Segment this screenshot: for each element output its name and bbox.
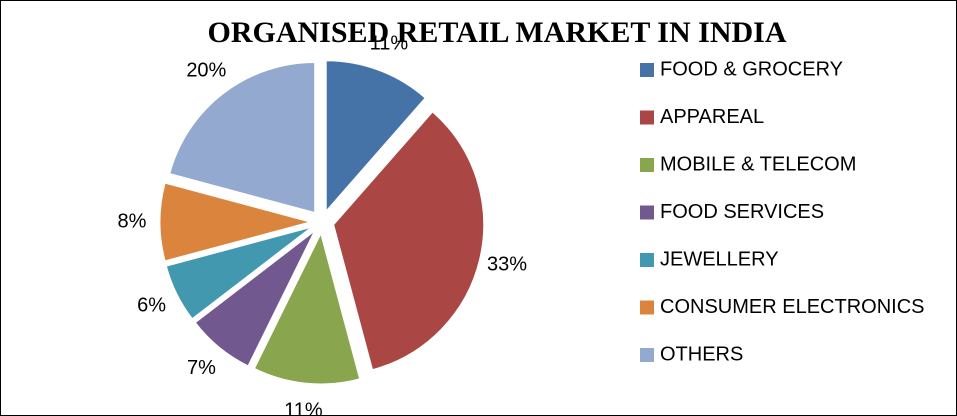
legend-label: JEWELLERY [660,248,779,270]
pie-slice [333,111,485,371]
legend-label: FOOD & GROCERY [660,58,843,80]
legend-label: APPAREAL [660,106,764,128]
pie-slice [325,60,426,213]
chart-title: ORGANISED RETAIL MARKET IN INDIA [208,16,787,49]
pie-slice [159,182,312,262]
data-label: 20% [186,60,226,82]
pie-slice [253,232,361,385]
data-label: 6% [137,294,166,316]
legend-label: CONSUMER ELECTRONICS [660,296,924,318]
legend-swatch [640,205,654,220]
pie-slice [194,230,315,367]
data-label: 11% [284,399,323,416]
legend-swatch [640,300,654,315]
legend-swatch [640,158,654,172]
pie-slice [165,226,312,320]
data-label: 8% [118,210,147,232]
data-label: 33% [487,253,527,275]
legend-swatch [640,110,654,125]
legend-label: MOBILE & TELECOM [660,153,856,175]
data-label: 11% [370,32,409,54]
legend-swatch [640,63,654,77]
legend-swatch [640,348,654,362]
data-label: 7% [187,357,216,379]
legend-label: OTHERS [660,343,743,365]
legend-swatch [640,253,654,267]
legend-label: FOOD SERVICES [660,201,824,223]
pie-slice [169,61,316,214]
